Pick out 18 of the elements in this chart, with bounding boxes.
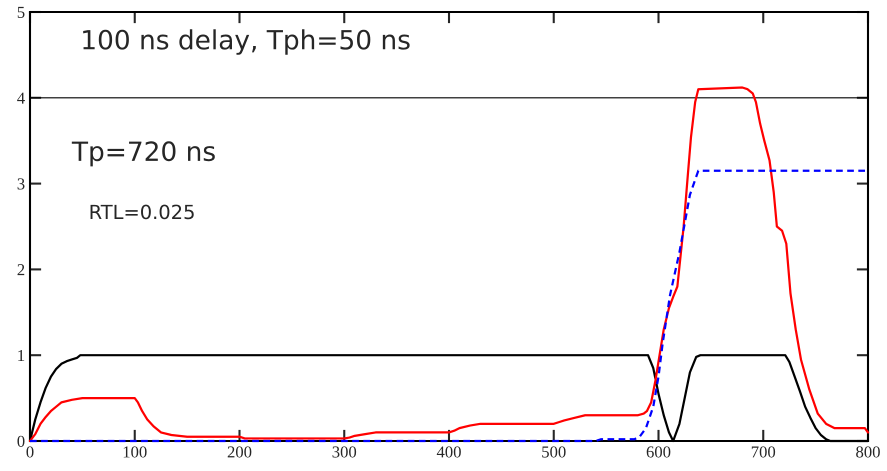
x-tick-label: 500 <box>542 446 566 458</box>
x-tick-label: 300 <box>332 446 356 458</box>
y-tick-label: 0 <box>17 436 25 447</box>
x-tick-label: 600 <box>646 446 670 458</box>
y-tick-label: 5 <box>18 6 24 18</box>
y-tick-label: 4 <box>17 92 25 104</box>
x-tick-label: 700 <box>752 446 776 458</box>
annotation: Tp=720 ns <box>72 141 215 166</box>
y-tick-label: 2 <box>18 264 24 276</box>
annotation: RTL=0.025 <box>90 204 194 220</box>
y-tick-label: 3 <box>18 178 24 190</box>
x-tick-label: 400 <box>436 446 461 458</box>
x-tick-label: 100 <box>124 446 147 458</box>
x-tick-label: 800 <box>856 446 880 458</box>
x-tick-label: 200 <box>228 446 252 458</box>
y-tick-label: 1 <box>18 350 24 361</box>
annotation: 100 ns delay, Tph=50 ns <box>83 29 410 55</box>
x-tick-label: 0 <box>26 446 34 458</box>
